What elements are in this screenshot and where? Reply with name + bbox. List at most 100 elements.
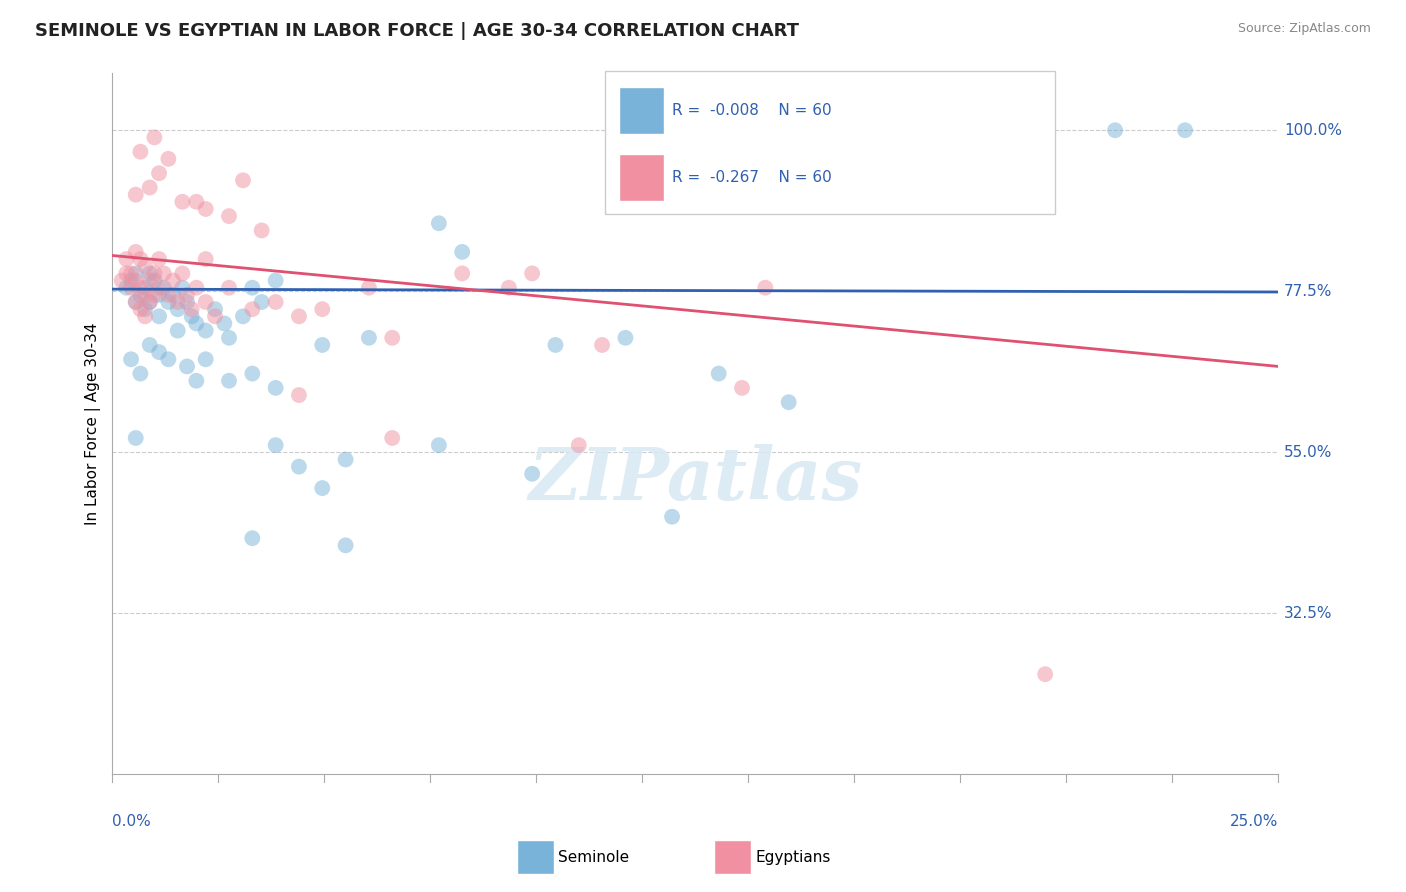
Point bbox=[427, 438, 450, 452]
Point bbox=[152, 266, 174, 280]
Point bbox=[166, 295, 188, 310]
Point bbox=[125, 295, 148, 310]
Point bbox=[288, 310, 311, 324]
Point bbox=[143, 130, 166, 145]
Point bbox=[176, 295, 198, 310]
Point bbox=[134, 259, 156, 273]
Point bbox=[707, 367, 730, 381]
Point bbox=[120, 266, 142, 280]
Point bbox=[152, 281, 174, 295]
Point bbox=[134, 302, 156, 317]
Point bbox=[381, 431, 404, 445]
Point bbox=[311, 338, 333, 352]
Point bbox=[194, 324, 217, 338]
Point bbox=[544, 338, 567, 352]
Point bbox=[125, 266, 148, 280]
Point bbox=[148, 252, 170, 266]
Point bbox=[204, 310, 226, 324]
Point bbox=[186, 374, 208, 388]
Point bbox=[138, 274, 160, 288]
Text: 32.5%: 32.5% bbox=[1284, 606, 1333, 621]
Point bbox=[125, 274, 148, 288]
Point bbox=[120, 274, 142, 288]
Point bbox=[129, 302, 152, 317]
Point bbox=[264, 295, 287, 310]
Point bbox=[451, 244, 474, 259]
Point bbox=[138, 295, 160, 310]
Point bbox=[176, 288, 198, 302]
Point bbox=[218, 374, 240, 388]
Text: Egyptians: Egyptians bbox=[755, 850, 831, 864]
Point bbox=[520, 266, 543, 280]
Text: R =  -0.267    N = 60: R = -0.267 N = 60 bbox=[672, 170, 832, 185]
Text: ZIPatlas: ZIPatlas bbox=[529, 444, 862, 516]
Point bbox=[138, 266, 160, 280]
Point bbox=[240, 531, 263, 545]
Point bbox=[115, 266, 138, 280]
Point bbox=[218, 331, 240, 345]
Point bbox=[194, 295, 217, 310]
Point bbox=[186, 281, 208, 295]
Point bbox=[180, 310, 202, 324]
Point bbox=[381, 331, 404, 345]
Point bbox=[240, 281, 263, 295]
Point bbox=[311, 302, 333, 317]
Point bbox=[172, 266, 194, 280]
Point bbox=[166, 302, 188, 317]
Point bbox=[204, 302, 226, 317]
Point bbox=[166, 324, 188, 338]
Point bbox=[240, 302, 263, 317]
Point bbox=[778, 395, 800, 409]
Point bbox=[143, 288, 166, 302]
Point bbox=[148, 310, 170, 324]
Point bbox=[148, 345, 170, 359]
Point bbox=[1104, 123, 1126, 137]
Point bbox=[357, 331, 380, 345]
Text: 55.0%: 55.0% bbox=[1284, 445, 1333, 459]
Y-axis label: In Labor Force | Age 30-34: In Labor Force | Age 30-34 bbox=[86, 322, 101, 524]
Point bbox=[357, 281, 380, 295]
Point bbox=[264, 274, 287, 288]
Point bbox=[129, 145, 152, 159]
Point bbox=[172, 194, 194, 209]
Point bbox=[138, 338, 160, 352]
Point bbox=[162, 274, 184, 288]
Point bbox=[125, 431, 148, 445]
Text: Source: ZipAtlas.com: Source: ZipAtlas.com bbox=[1237, 22, 1371, 36]
Point bbox=[120, 352, 142, 367]
Point bbox=[162, 288, 184, 302]
Point bbox=[176, 359, 198, 374]
Point bbox=[148, 281, 170, 295]
Point bbox=[240, 367, 263, 381]
Point bbox=[129, 288, 152, 302]
Point bbox=[1033, 667, 1056, 681]
Point bbox=[172, 281, 194, 295]
Point bbox=[143, 274, 166, 288]
Point bbox=[157, 152, 180, 166]
Point bbox=[194, 252, 217, 266]
Point bbox=[214, 317, 236, 331]
Point bbox=[134, 288, 156, 302]
Point bbox=[125, 244, 148, 259]
Point bbox=[498, 281, 520, 295]
Point bbox=[148, 288, 170, 302]
Point bbox=[335, 538, 357, 552]
Point bbox=[148, 166, 170, 180]
Text: R =  -0.008    N = 60: R = -0.008 N = 60 bbox=[672, 103, 832, 118]
Point bbox=[186, 194, 208, 209]
Point bbox=[157, 288, 180, 302]
Point bbox=[264, 381, 287, 395]
Point bbox=[138, 180, 160, 194]
Point bbox=[232, 310, 254, 324]
Point bbox=[115, 252, 138, 266]
Point bbox=[427, 216, 450, 230]
Point bbox=[129, 252, 152, 266]
Point bbox=[143, 266, 166, 280]
Point bbox=[520, 467, 543, 481]
Text: 77.5%: 77.5% bbox=[1284, 284, 1333, 299]
Point bbox=[218, 209, 240, 223]
Point bbox=[157, 295, 180, 310]
Text: 25.0%: 25.0% bbox=[1230, 814, 1278, 829]
Point bbox=[125, 187, 148, 202]
Point bbox=[250, 295, 273, 310]
